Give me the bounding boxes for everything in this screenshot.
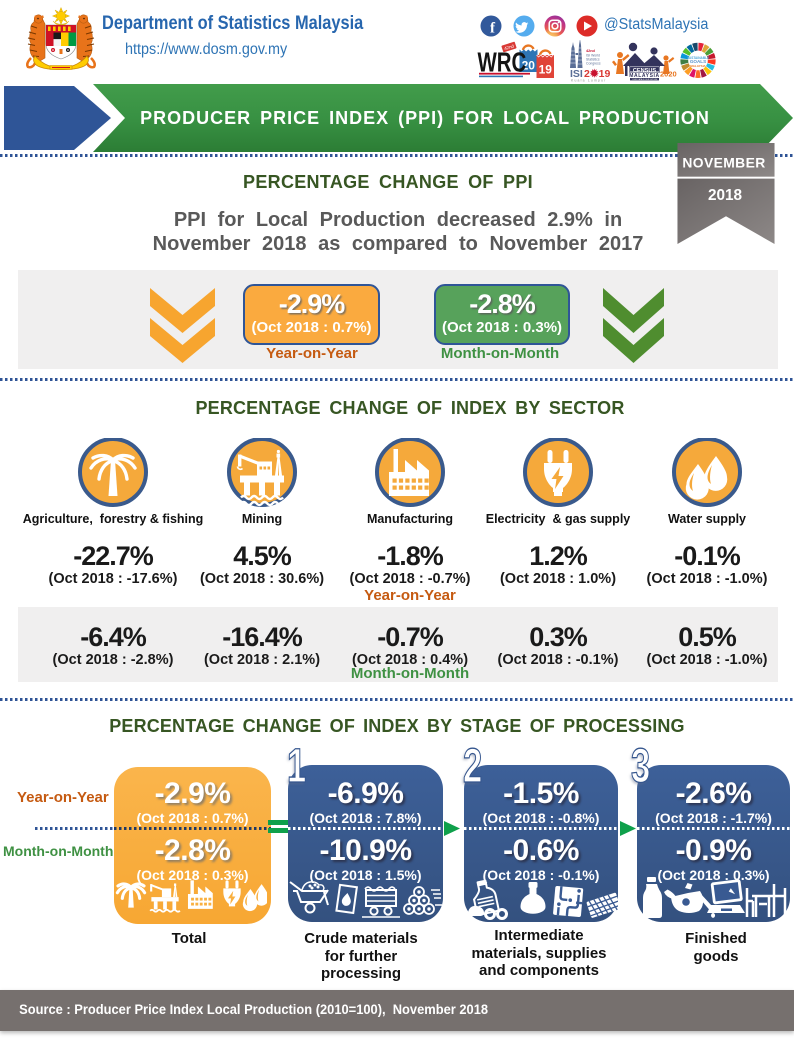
svg-text:20: 20 — [522, 59, 536, 73]
svg-text:GOALS: GOALS — [690, 59, 706, 64]
svg-text:2✹19: 2✹19 — [584, 68, 610, 80]
svg-text:MALAYSIA: MALAYSIA — [629, 73, 659, 79]
svg-text:CENSUS: CENSUS — [633, 68, 657, 74]
svg-text:ISI World: ISI World — [586, 54, 600, 58]
svg-text:19: 19 — [539, 63, 553, 77]
svg-text:Statistics: Statistics — [586, 58, 600, 62]
svg-text:Kuala Lumpur: Kuala Lumpur — [571, 79, 607, 83]
svg-text:2020: 2020 — [660, 70, 677, 79]
svg-text:ISI: ISI — [570, 68, 583, 80]
svg-text:f: f — [490, 21, 496, 37]
svg-text:42nd: 42nd — [586, 49, 596, 53]
svg-text:MALAYSIA: MALAYSIA — [690, 64, 706, 68]
svg-text:SUSTAINABLE: SUSTAINABLE — [687, 56, 709, 60]
svg-text:Congress: Congress — [586, 62, 601, 66]
svg-text:2018: 2018 — [708, 187, 743, 204]
svg-text:YOUR DATA IS OUR FUTURE: YOUR DATA IS OUR FUTURE — [632, 78, 659, 81]
svg-text:PRODUCER PRICE INDEX (PPI) FOR: PRODUCER PRICE INDEX (PPI) FOR LOCAL PRO… — [140, 108, 710, 128]
svg-text:NOVEMBER: NOVEMBER — [682, 154, 765, 170]
svg-text:42nd: 42nd — [504, 43, 516, 51]
